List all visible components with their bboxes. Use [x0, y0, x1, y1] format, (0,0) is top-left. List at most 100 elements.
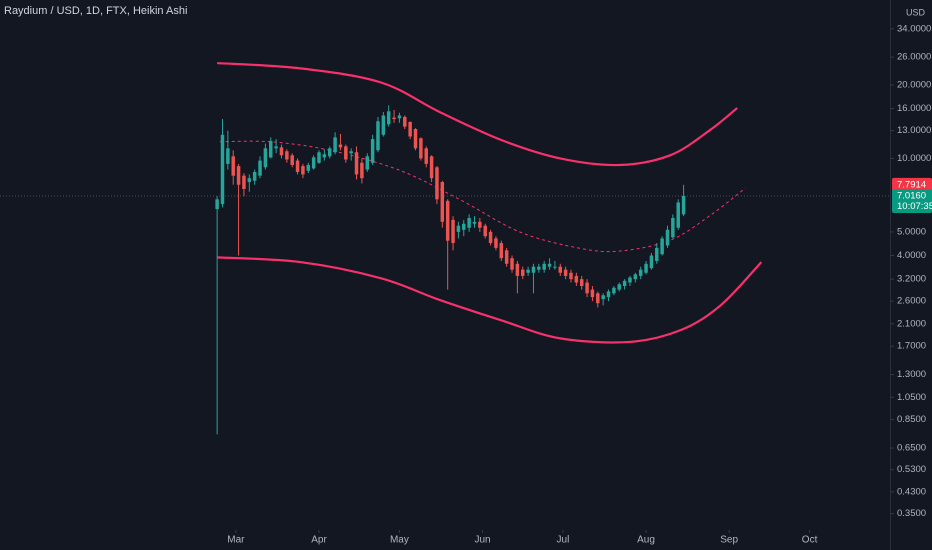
y-tick-label: 1.7000	[897, 341, 926, 352]
y-tick-label: 2.6000	[897, 296, 926, 307]
candle-body	[478, 221, 482, 228]
candle-body	[628, 277, 632, 283]
y-tick-label: 10.0000	[897, 153, 931, 164]
candle-body	[520, 269, 525, 276]
y-tick-label: 1.0500	[897, 392, 926, 403]
candle-body	[311, 157, 316, 169]
price-label-box	[892, 188, 932, 213]
x-tick-label: Jun	[474, 535, 490, 546]
candle-body	[585, 282, 589, 294]
y-tick-label: 0.3500	[897, 508, 926, 519]
candle-body	[226, 148, 230, 164]
x-tick-label: Jul	[557, 535, 570, 546]
candle-body	[290, 155, 294, 165]
x-tick-label: Oct	[802, 535, 818, 546]
candle-body	[510, 258, 514, 270]
candle-body	[676, 202, 680, 228]
x-tick-label: Mar	[227, 535, 245, 546]
candle-body	[236, 166, 241, 185]
candle-body	[274, 146, 278, 149]
candle-body	[638, 269, 643, 276]
y-tick-label: 3.2000	[897, 274, 926, 285]
candle-body	[215, 199, 219, 210]
candle-body	[322, 154, 327, 158]
outer-band	[217, 61, 738, 167]
candle-body	[644, 263, 648, 273]
candle-body	[220, 134, 225, 205]
candle-body	[569, 272, 573, 280]
candle-body	[424, 148, 428, 164]
price-label: 7.0160	[897, 191, 926, 202]
candle-body	[526, 269, 530, 273]
x-tick-label: May	[390, 535, 409, 546]
candle-body	[376, 121, 380, 151]
candle-body	[681, 195, 686, 215]
candle-body	[333, 137, 337, 153]
candle-body	[301, 166, 305, 175]
currency-label: USD	[906, 7, 926, 17]
candle-body	[462, 223, 466, 230]
candle-body	[269, 140, 273, 158]
candle-body	[392, 117, 396, 120]
candle-body	[547, 263, 552, 267]
x-tick-label: Sep	[720, 535, 738, 546]
outer-band	[217, 256, 763, 344]
candle-body	[671, 217, 675, 238]
candle-body	[349, 151, 353, 154]
y-tick-label: 16.0000	[897, 103, 931, 114]
candle-body	[537, 266, 541, 270]
y-tick-label: 0.6500	[897, 443, 926, 454]
y-tick-label: 13.0000	[897, 125, 931, 136]
candle-body	[327, 148, 332, 157]
candle-body	[354, 152, 359, 175]
candle-body	[456, 225, 461, 232]
candle-body	[553, 266, 557, 268]
candle-body	[574, 275, 579, 283]
candle-body	[338, 144, 343, 148]
candle-body	[419, 138, 423, 159]
candle-body	[612, 287, 616, 294]
candle-body	[397, 115, 402, 119]
candle-body	[483, 225, 487, 237]
y-tick-label: 0.4300	[897, 486, 926, 497]
y-tick-label: 1.3000	[897, 369, 926, 380]
candle-body	[596, 293, 600, 304]
candle-body	[365, 156, 370, 170]
price-label: 7.7914	[897, 179, 926, 190]
y-tick-label: 0.8500	[897, 414, 926, 425]
candle-body	[231, 156, 235, 176]
candle-body	[488, 231, 493, 244]
candle-body	[622, 280, 627, 287]
y-tick-label: 20.0000	[897, 79, 931, 90]
candle-body	[285, 151, 289, 160]
candle-body	[295, 160, 300, 172]
candle-body	[633, 274, 638, 280]
candle-body	[558, 266, 563, 273]
candle-body	[494, 238, 498, 248]
candle-body	[542, 263, 546, 270]
y-tick-label: 34.0000	[897, 23, 931, 34]
y-tick-label: 4.0000	[897, 250, 926, 261]
candle-body	[429, 156, 434, 179]
candle-body	[381, 115, 386, 135]
candle-body	[242, 175, 246, 189]
candle-body	[563, 269, 568, 276]
candle-body	[660, 238, 664, 255]
candle-body	[601, 295, 605, 300]
candle-body	[499, 243, 504, 259]
candle-body	[408, 122, 412, 137]
candle-body	[504, 250, 509, 264]
candle-body	[360, 162, 364, 179]
countdown: 10:07:35	[897, 201, 932, 212]
candle-body	[579, 279, 584, 287]
candle-body	[279, 147, 284, 156]
candle-body	[617, 284, 621, 290]
candle-body	[370, 139, 375, 163]
candle-body	[403, 116, 407, 127]
candle-body	[531, 266, 536, 273]
y-tick-label: 26.0000	[897, 52, 931, 63]
candle-body	[590, 289, 595, 298]
candle-body	[467, 217, 471, 228]
